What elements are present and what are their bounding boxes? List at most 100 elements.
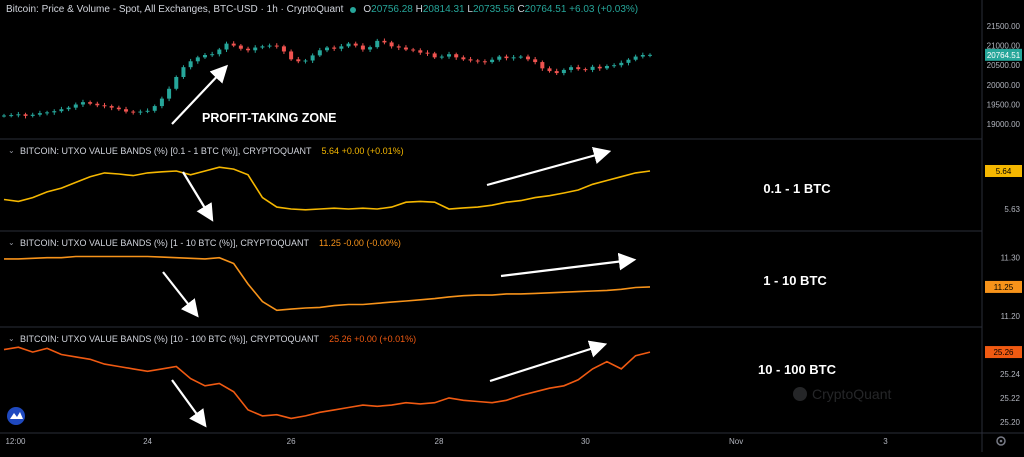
y-tick-label: 20500.00 <box>987 61 1021 70</box>
live-dot-icon <box>350 6 357 13</box>
price-candle <box>454 54 459 58</box>
price-candle <box>332 47 337 49</box>
last-value-badge <box>985 280 1022 293</box>
band3-side-label: 10 - 100 BTC <box>758 362 837 377</box>
low-label: L <box>467 4 473 15</box>
price-candle <box>554 71 559 74</box>
y-tick-label: 25.22 <box>1000 394 1021 403</box>
chevron-down-icon[interactable]: ⌄ <box>8 334 15 343</box>
price-candle <box>303 60 308 62</box>
price-candle <box>482 61 487 63</box>
last-value-label: 25.26 <box>993 348 1014 357</box>
price-candle <box>274 45 279 47</box>
band2-legend[interactable]: ⌄ BITCOIN: UTXO VALUE BANDS (%) [1 - 10 … <box>8 238 401 248</box>
price-candle <box>16 114 21 116</box>
price-candle <box>202 55 207 58</box>
open-label: O <box>363 4 372 15</box>
price-title: Bitcoin: Price & Volume - Spot, All Exch… <box>6 4 344 15</box>
price-candle <box>633 56 638 60</box>
low-value: 20735.56 <box>472 4 515 15</box>
price-candle <box>518 56 523 58</box>
last-value-badge <box>985 346 1022 359</box>
price-candle <box>418 50 423 53</box>
price-candle <box>159 98 164 107</box>
tradingview-logo-icon[interactable] <box>7 407 25 425</box>
trend-arrow <box>162 271 199 318</box>
x-tick-label: 28 <box>435 437 444 446</box>
price-candle <box>116 107 121 110</box>
price-candle <box>95 103 100 106</box>
price-candle <box>181 67 186 77</box>
watermark-text: CryptoQuant <box>812 386 891 402</box>
price-candle <box>131 111 136 113</box>
x-tick-label: 24 <box>143 437 152 446</box>
price-candle <box>73 104 78 108</box>
band2-series-line <box>4 255 651 312</box>
band1-legend[interactable]: ⌄ BITCOIN: UTXO VALUE BANDS (%) [0.1 - 1… <box>8 146 404 156</box>
price-legend: Bitcoin: Price & Volume - Spot, All Exch… <box>6 4 638 15</box>
trend-arrow <box>489 340 608 383</box>
price-candle <box>396 46 401 48</box>
chevron-down-icon[interactable]: ⌄ <box>8 238 15 247</box>
price-candle <box>174 77 179 89</box>
open-value: 20756.28 <box>371 4 413 15</box>
price-candle <box>576 67 581 70</box>
y-tick-label: 19000.00 <box>987 120 1021 129</box>
price-candle <box>468 59 473 61</box>
price-candle <box>66 107 71 110</box>
x-tick-label: 26 <box>287 437 296 446</box>
trend-arrow <box>500 252 637 278</box>
x-tick-label: Nov <box>729 437 743 446</box>
price-candle <box>102 105 107 107</box>
band3-series-line <box>3 346 651 420</box>
y-tick-label: 25.20 <box>1000 418 1021 427</box>
price-candle <box>289 51 294 60</box>
y-tick-label: 19500.00 <box>987 101 1021 110</box>
band3-legend-text: BITCOIN: UTXO VALUE BANDS (%) [10 - 100 … <box>20 334 320 344</box>
last-value-label: 11.25 <box>994 283 1014 292</box>
y-tick-label: 21500.00 <box>987 22 1021 31</box>
band1-series-line <box>3 166 651 211</box>
price-candle <box>2 115 6 117</box>
price-candle <box>9 115 14 117</box>
price-candle <box>640 55 645 57</box>
price-candle <box>296 59 301 62</box>
price-candle <box>561 69 566 74</box>
price-candle <box>511 57 516 59</box>
price-candle <box>80 102 85 105</box>
band2-legend-value: 11.25 -0.00 (-0.00%) <box>319 238 401 248</box>
last-value-label: 20764.51 <box>987 51 1021 60</box>
close-label: C <box>517 4 525 15</box>
y-tick-label: 20000.00 <box>987 81 1021 90</box>
price-candle <box>447 54 452 57</box>
price-candle <box>368 47 373 50</box>
y-tick-label: 5.63 <box>1004 205 1020 214</box>
price-candle <box>167 88 172 99</box>
last-value-label: 5.64 <box>996 167 1012 176</box>
close-value: 20764.51 <box>524 4 567 15</box>
price-candle <box>210 54 215 56</box>
band3-legend[interactable]: ⌄ BITCOIN: UTXO VALUE BANDS (%) [10 - 10… <box>8 334 416 344</box>
price-candle <box>217 49 222 55</box>
price-candle <box>45 112 50 114</box>
watermark: CryptoQuant <box>793 386 891 402</box>
trend-arrow <box>171 64 229 125</box>
price-candle <box>195 57 200 62</box>
y-tick-label: 21000.00 <box>987 42 1021 51</box>
price-candle <box>30 114 35 116</box>
price-candle <box>360 45 365 50</box>
x-tick-label: 30 <box>581 437 590 446</box>
price-candle <box>547 68 552 72</box>
chevron-down-icon[interactable]: ⌄ <box>8 146 15 155</box>
price-candle <box>188 61 193 68</box>
price-candle <box>375 40 380 48</box>
price-candle <box>597 66 602 69</box>
price-candle <box>353 43 358 46</box>
price-candle <box>281 46 286 52</box>
price-candle <box>325 47 329 51</box>
price-candle <box>246 48 251 51</box>
price-candle <box>403 47 408 50</box>
settings-gear-icon[interactable] <box>996 436 1006 446</box>
price-candle <box>504 56 509 59</box>
